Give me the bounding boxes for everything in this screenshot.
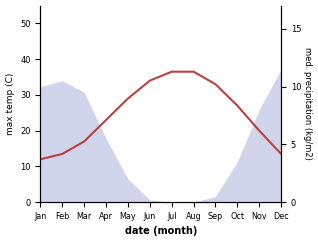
Y-axis label: med. precipitation (kg/m2): med. precipitation (kg/m2) <box>303 47 313 160</box>
X-axis label: date (month): date (month) <box>125 227 197 236</box>
Y-axis label: max temp (C): max temp (C) <box>5 73 15 135</box>
